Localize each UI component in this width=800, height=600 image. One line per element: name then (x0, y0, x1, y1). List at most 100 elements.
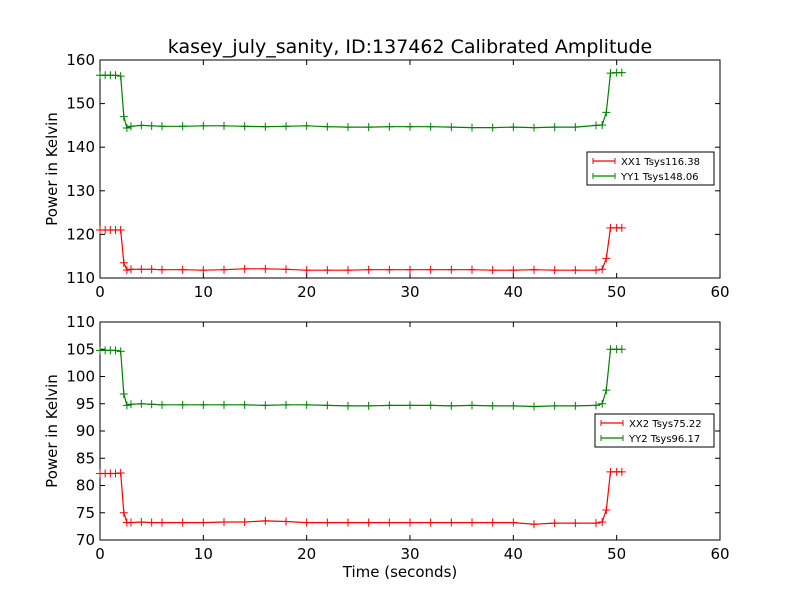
data-point (571, 519, 580, 528)
data-point (550, 266, 559, 275)
data-point (592, 401, 600, 410)
data-point (530, 123, 538, 132)
x-tick-label: 30 (400, 545, 419, 563)
legend-marker (600, 420, 624, 426)
data-point (116, 226, 125, 235)
data-point (385, 518, 394, 527)
data-point (147, 121, 156, 130)
data-point (178, 518, 187, 527)
x-tick-label: 40 (504, 283, 523, 301)
data-point (550, 519, 559, 528)
y-tick-label: 110 (66, 313, 95, 331)
data-point (199, 400, 208, 409)
data-point (571, 401, 580, 410)
data-point (119, 508, 128, 517)
data-point (158, 518, 166, 527)
data-point (302, 518, 311, 527)
data-point (147, 265, 156, 274)
y-tick-label: 150 (66, 95, 95, 113)
data-point (111, 346, 120, 355)
legend-box (594, 413, 715, 448)
data-point (261, 401, 270, 410)
data-point (598, 399, 607, 408)
y-tick-label: 160 (66, 51, 95, 69)
data-point (302, 266, 311, 275)
data-point (550, 401, 559, 410)
data-point (323, 122, 332, 131)
data-point (530, 265, 538, 274)
data-point (488, 266, 497, 275)
data-point (147, 518, 156, 527)
data-point (447, 401, 456, 410)
y-tick-label: 100 (66, 368, 95, 386)
data-point (488, 518, 497, 527)
data-point (178, 122, 187, 131)
data-point (137, 121, 146, 130)
data-point (344, 123, 352, 132)
data-point (509, 401, 518, 410)
x-tick-label: 0 (95, 283, 105, 301)
y-axis-label: Power in Kelvin (43, 112, 61, 226)
data-point (116, 468, 125, 477)
data-point (282, 265, 290, 274)
data-point (344, 266, 352, 275)
data-point (530, 520, 538, 529)
y-tick-label: 90 (76, 422, 95, 440)
data-point (323, 266, 332, 275)
x-tick-label: 60 (710, 283, 729, 301)
legend-label: YY1 Tsys148.06 (620, 172, 699, 183)
data-point (127, 122, 135, 131)
data-point (592, 266, 600, 275)
data-point (447, 265, 456, 274)
y-tick-label: 120 (66, 225, 95, 243)
legend-box (586, 151, 715, 186)
data-point (178, 400, 187, 409)
data-point (116, 72, 125, 81)
data-point (119, 258, 128, 267)
x-tick-label: 20 (297, 283, 316, 301)
data-point (344, 401, 352, 410)
data-point (261, 516, 270, 525)
data-point (364, 265, 373, 274)
data-point (385, 401, 394, 410)
data-point (602, 254, 611, 263)
y-tick-label: 70 (76, 531, 95, 549)
data-point (406, 122, 414, 131)
data-point (111, 469, 120, 478)
data-point (127, 400, 135, 409)
x-tick-label: 60 (710, 545, 729, 563)
data-point (406, 401, 414, 410)
chart-title: kasey_july_sanity, ID:137462 Calibrated … (168, 36, 652, 58)
data-point (617, 467, 626, 476)
data-point (468, 518, 476, 527)
data-point (406, 518, 414, 527)
data-point (122, 266, 131, 275)
data-point (426, 401, 435, 410)
y-tick-label: 140 (66, 138, 95, 156)
data-point (426, 265, 435, 274)
data-point (137, 399, 146, 408)
data-point (602, 506, 611, 515)
x-tick-label: 50 (607, 545, 626, 563)
data-point (598, 518, 607, 527)
x-tick-label: 10 (194, 283, 213, 301)
legend-marker (592, 173, 616, 179)
x-tick-label: 40 (504, 545, 523, 563)
data-point (385, 265, 394, 274)
data-point (116, 347, 125, 356)
y-tick-label: 75 (76, 504, 95, 522)
data-point (488, 401, 497, 410)
data-point (598, 265, 607, 274)
x-axis-label: Time (seconds) (342, 563, 458, 581)
data-point (137, 265, 146, 274)
data-point (509, 123, 518, 132)
data-point (199, 518, 208, 527)
data-point (240, 264, 249, 273)
legend-label: XX1 Tsys116.38 (621, 157, 700, 168)
x-tick-label: 30 (400, 283, 419, 301)
data-point (199, 121, 208, 130)
data-point (111, 71, 120, 80)
data-point (509, 518, 518, 527)
data-point (617, 68, 626, 77)
